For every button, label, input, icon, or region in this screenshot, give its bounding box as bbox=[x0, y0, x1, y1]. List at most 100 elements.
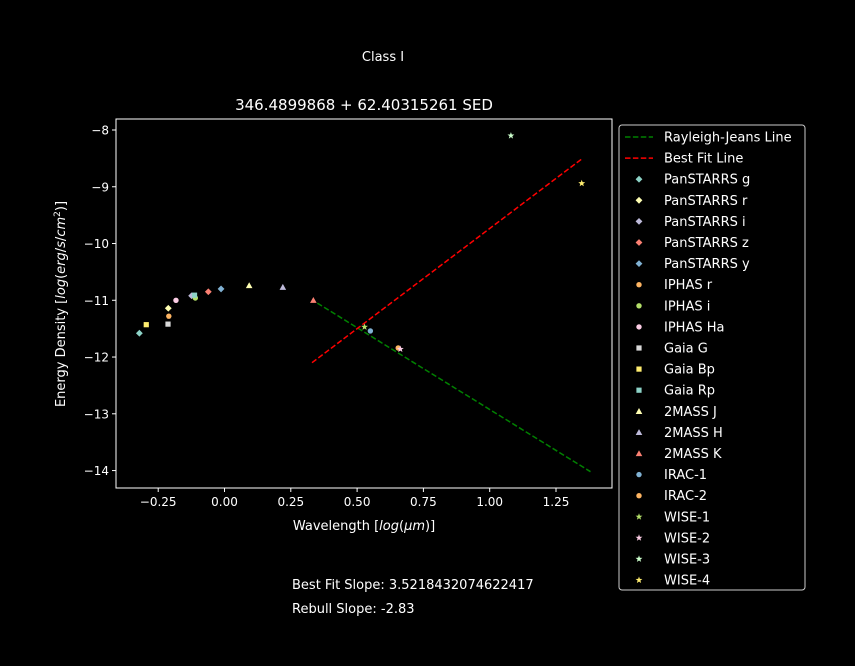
y-tick-label: −11 bbox=[84, 294, 109, 308]
2mass-k-point bbox=[310, 296, 317, 303]
legend-label: IPHAS i bbox=[664, 299, 710, 314]
x-tick-label: −0.25 bbox=[140, 495, 177, 509]
2mass-j-point bbox=[245, 282, 253, 289]
y-tick-label: −8 bbox=[91, 124, 109, 138]
legend-item-irac-1: IRAC-1 bbox=[636, 468, 707, 483]
legend-item-gaia-rp: Gaia Rp bbox=[636, 384, 715, 399]
legend: Rayleigh-Jeans Line Best Fit Line PanSTARR… bbox=[618, 124, 806, 591]
legend-item-wise-3: WISE-3 bbox=[635, 553, 710, 568]
legend-label: WISE-1 bbox=[664, 510, 710, 525]
legend-item-panstarrs-r: PanSTARRS r bbox=[635, 194, 748, 209]
rebull-slope-note: Rebull Slope: -2.83 bbox=[292, 602, 415, 617]
legend-marker-swatch bbox=[636, 366, 642, 372]
legend-item-iphas-ha: IPHAS Ha bbox=[636, 320, 724, 335]
legend-item-2mass-k: 2MASS K bbox=[635, 447, 722, 462]
x-tick-label: 1.25 bbox=[543, 495, 570, 509]
legend-item-gaia-bp: Gaia Bp bbox=[636, 363, 715, 378]
legend-label: PanSTARRS i bbox=[664, 215, 746, 230]
legend-item-wise-1: WISE-1 bbox=[635, 510, 710, 525]
legend-marker-swatch bbox=[635, 196, 643, 204]
wise-2-point bbox=[396, 345, 404, 353]
y-tick-label: −13 bbox=[84, 407, 109, 421]
legend-marker-swatch bbox=[636, 493, 642, 499]
legend-label: PanSTARRS y bbox=[664, 257, 750, 272]
legend-label: WISE-2 bbox=[664, 531, 710, 546]
legend-label: PanSTARRS r bbox=[664, 194, 748, 209]
x-tick-label: 0.50 bbox=[344, 495, 371, 509]
legend-item-wise-2: WISE-2 bbox=[635, 531, 710, 546]
x-tick-label: 0.25 bbox=[277, 495, 304, 509]
plot-frame bbox=[115, 118, 613, 489]
y-tick-label: −14 bbox=[84, 464, 109, 478]
legend-item-2mass-j: 2MASS J bbox=[635, 405, 717, 420]
legend-marker-swatch bbox=[636, 282, 642, 288]
legend-item-best-fit-line: Best Fit Line bbox=[625, 152, 743, 167]
legend-box bbox=[618, 124, 806, 591]
figure-suptitle: Class I bbox=[362, 50, 404, 65]
legend-label: IPHAS r bbox=[664, 278, 713, 293]
legend-label: IRAC-2 bbox=[664, 489, 707, 504]
legend-label: Best Fit Line bbox=[664, 152, 743, 167]
iphas-r-point bbox=[166, 313, 172, 319]
rayleigh-jeans-line-line bbox=[316, 302, 591, 473]
legend-item-panstarrs-z: PanSTARRS z bbox=[635, 236, 749, 251]
legend-label: Rayleigh-Jeans Line bbox=[664, 131, 792, 146]
x-tick-label: 0.75 bbox=[410, 495, 437, 509]
panstarrs-z-point bbox=[204, 288, 212, 296]
gaia-bp-point bbox=[143, 322, 149, 328]
legend-label: 2MASS J bbox=[664, 405, 717, 420]
y-axis-label: Energy Density [log(erg/s/cm2)] bbox=[53, 201, 69, 407]
legend-marker-swatch bbox=[635, 429, 643, 436]
x-tick-label: 1.00 bbox=[476, 495, 503, 509]
legend-item-iphas-i: IPHAS i bbox=[636, 299, 710, 314]
legend-label: PanSTARRS z bbox=[664, 236, 749, 251]
x-tick-label: 0.00 bbox=[211, 495, 238, 509]
legend-item-panstarrs-y: PanSTARRS y bbox=[635, 257, 750, 272]
legend-item-gaia-g: Gaia G bbox=[636, 342, 708, 357]
best-fit-line-line bbox=[311, 157, 583, 364]
y-tick-label: −10 bbox=[84, 237, 109, 251]
2mass-h-point bbox=[279, 283, 287, 290]
legend-marker-swatch bbox=[636, 345, 642, 351]
legend-label: IPHAS Ha bbox=[664, 320, 724, 335]
legend-item-panstarrs-g: PanSTARRS g bbox=[635, 173, 750, 188]
gaia-rp-point bbox=[191, 292, 198, 298]
legend-item-iphas-r: IPHAS r bbox=[636, 278, 713, 293]
legend-marker-swatch bbox=[635, 450, 643, 457]
legend-marker-swatch bbox=[636, 324, 642, 330]
wise-3-point bbox=[507, 132, 515, 139]
wise-1-point bbox=[361, 323, 368, 330]
gaia-g-point bbox=[165, 321, 171, 327]
legend-item-rayleigh-jeans-line: Rayleigh-Jeans Line bbox=[625, 131, 792, 146]
x-axis-label: Wavelength [log(μm)] bbox=[293, 519, 435, 534]
iphas-ha-point bbox=[173, 297, 179, 303]
panstarrs-g-point bbox=[135, 329, 143, 337]
panstarrs-i-point bbox=[188, 292, 196, 300]
legend-marker-swatch bbox=[635, 513, 643, 520]
legend-marker-swatch bbox=[636, 387, 642, 393]
legend-label: IRAC-1 bbox=[664, 468, 707, 483]
legend-marker-swatch bbox=[636, 471, 642, 478]
panstarrs-y-point bbox=[217, 285, 225, 293]
legend-marker-swatch bbox=[635, 218, 643, 225]
legend-label: Gaia Bp bbox=[664, 363, 715, 378]
legend-marker-swatch bbox=[635, 576, 643, 584]
legend-label: WISE-4 bbox=[664, 574, 710, 589]
legend-label: Gaia G bbox=[664, 342, 708, 357]
legend-item-wise-4: WISE-4 bbox=[635, 574, 710, 589]
best-fit-slope-note: Best Fit Slope: 3.5218432074622417 bbox=[292, 578, 534, 593]
panstarrs-r-point bbox=[164, 304, 172, 312]
y-tick-label: −9 bbox=[91, 180, 109, 194]
legend-marker-swatch bbox=[635, 260, 643, 267]
irac-1-point bbox=[367, 328, 374, 334]
legend-label: PanSTARRS g bbox=[664, 173, 750, 188]
legend-marker-swatch bbox=[635, 555, 643, 562]
legend-marker-swatch bbox=[635, 175, 643, 183]
legend-label: Gaia Rp bbox=[664, 384, 715, 399]
legend-label: 2MASS H bbox=[664, 426, 723, 441]
legend-item-panstarrs-i: PanSTARRS i bbox=[635, 215, 746, 230]
legend-marker-swatch bbox=[636, 303, 642, 309]
legend-label: 2MASS K bbox=[664, 447, 722, 462]
y-tick-label: −12 bbox=[84, 351, 109, 365]
